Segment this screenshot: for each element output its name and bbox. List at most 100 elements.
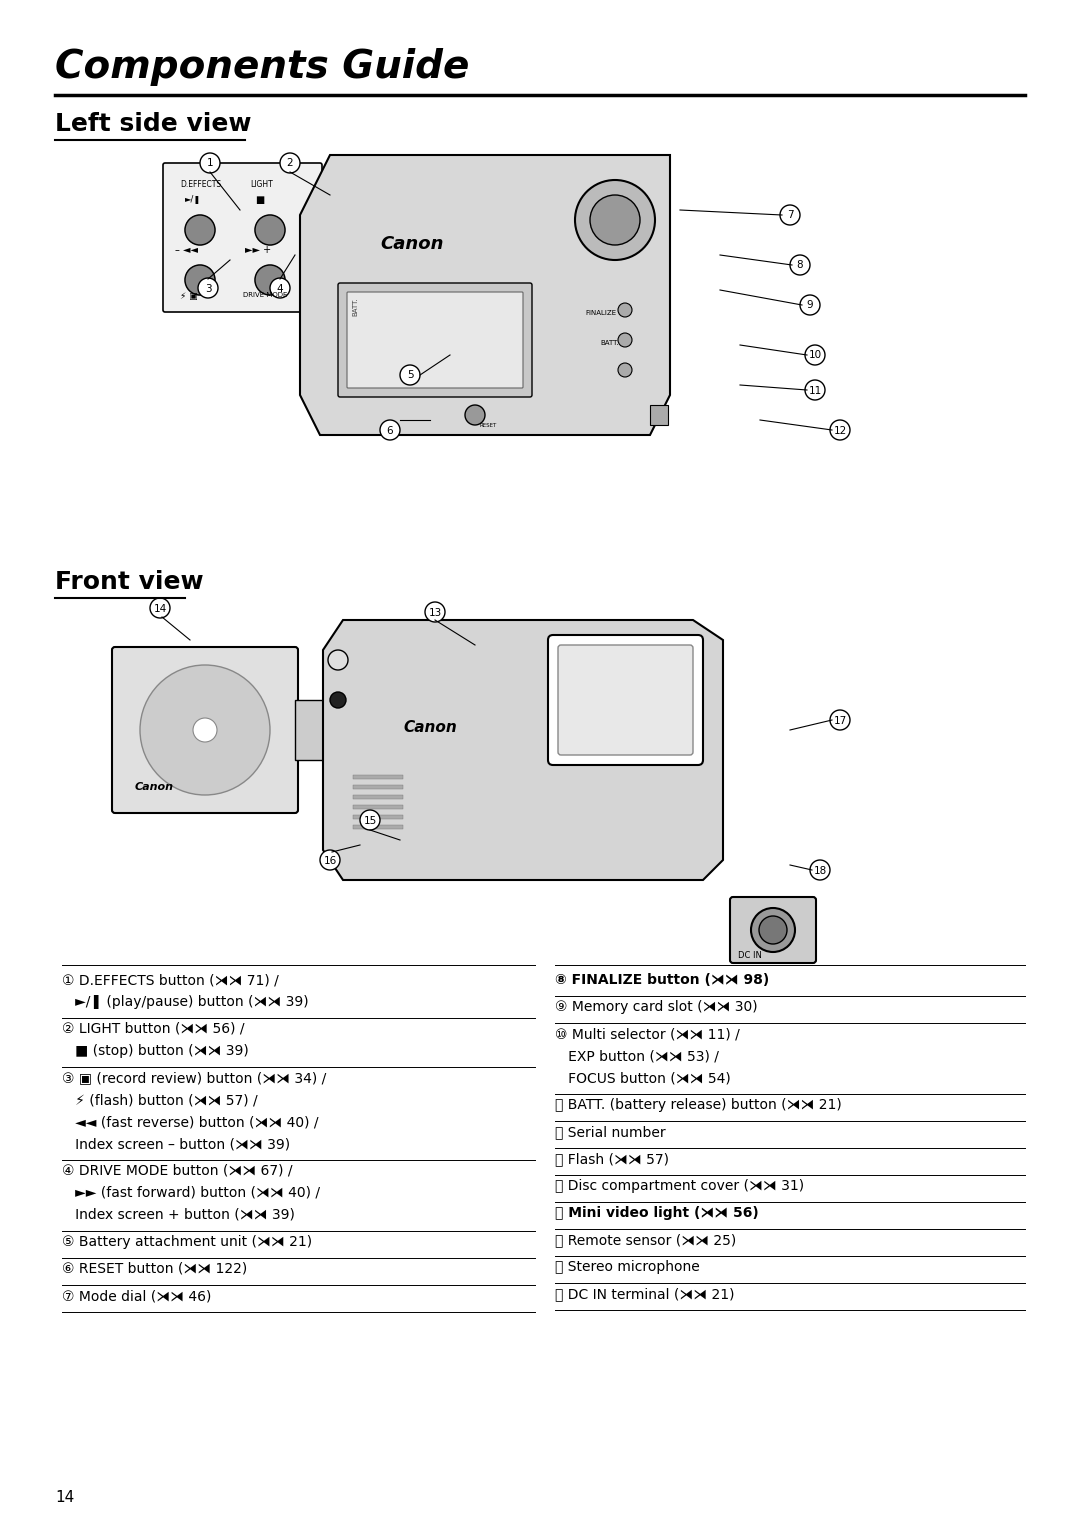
Bar xyxy=(353,825,403,828)
Text: ⚡ (flash) button (⧕⧕ 57) /: ⚡ (flash) button (⧕⧕ 57) / xyxy=(62,1094,258,1108)
Bar xyxy=(353,805,403,808)
Text: 1: 1 xyxy=(206,158,214,169)
Text: 13: 13 xyxy=(429,607,442,618)
Text: ⑯ Remote sensor (⧕⧕ 25): ⑯ Remote sensor (⧕⧕ 25) xyxy=(555,1233,737,1247)
Text: ■: ■ xyxy=(255,195,265,206)
Text: 8: 8 xyxy=(797,261,804,270)
Text: 18: 18 xyxy=(813,865,826,876)
Text: 10: 10 xyxy=(809,350,822,360)
Text: RESET: RESET xyxy=(480,423,497,428)
Circle shape xyxy=(280,153,300,173)
Text: BATT.: BATT. xyxy=(352,298,357,316)
Bar xyxy=(353,795,403,799)
Polygon shape xyxy=(300,155,670,436)
Text: 16: 16 xyxy=(323,856,337,865)
Circle shape xyxy=(810,861,831,881)
Circle shape xyxy=(575,179,654,259)
Text: FOCUS button (⧕⧕ 54): FOCUS button (⧕⧕ 54) xyxy=(555,1071,731,1085)
Text: Index screen + button (⧕⧕ 39): Index screen + button (⧕⧕ 39) xyxy=(62,1207,295,1223)
Text: ⑪ BATT. (battery release) button (⧕⧕ 21): ⑪ BATT. (battery release) button (⧕⧕ 21) xyxy=(555,1098,841,1112)
Text: ⑭ Disc compartment cover (⧕⧕ 31): ⑭ Disc compartment cover (⧕⧕ 31) xyxy=(555,1180,805,1193)
Text: ⑩ Multi selector (⧕⧕ 11) /: ⑩ Multi selector (⧕⧕ 11) / xyxy=(555,1026,740,1042)
FancyBboxPatch shape xyxy=(730,897,816,963)
Circle shape xyxy=(831,710,850,730)
Polygon shape xyxy=(323,620,723,881)
Text: ③ ▣ (record review) button (⧕⧕ 34) /: ③ ▣ (record review) button (⧕⧕ 34) / xyxy=(62,1071,326,1085)
Text: ④ DRIVE MODE button (⧕⧕ 67) /: ④ DRIVE MODE button (⧕⧕ 67) / xyxy=(62,1164,293,1178)
Text: ⑥ RESET button (⧕⧕ 122): ⑥ RESET button (⧕⧕ 122) xyxy=(62,1262,247,1276)
Text: 3: 3 xyxy=(205,284,212,293)
Circle shape xyxy=(270,278,291,298)
Text: 17: 17 xyxy=(834,715,847,726)
Circle shape xyxy=(400,365,420,385)
Bar xyxy=(353,775,403,779)
Text: ② LIGHT button (⧕⧕ 56) /: ② LIGHT button (⧕⧕ 56) / xyxy=(62,1022,244,1035)
Text: 15: 15 xyxy=(363,816,377,825)
Circle shape xyxy=(618,364,632,377)
Text: Canon: Canon xyxy=(403,719,457,735)
FancyBboxPatch shape xyxy=(558,644,693,755)
Text: – ◄◄: – ◄◄ xyxy=(175,245,198,255)
Circle shape xyxy=(185,215,215,245)
Text: ⑬ Flash (⧕⧕ 57): ⑬ Flash (⧕⧕ 57) xyxy=(555,1152,669,1166)
Text: ►/❚: ►/❚ xyxy=(185,195,201,204)
Text: 6: 6 xyxy=(387,425,393,436)
Text: ⑤ Battery attachment unit (⧕⧕ 21): ⑤ Battery attachment unit (⧕⧕ 21) xyxy=(62,1235,312,1249)
Text: LIGHT: LIGHT xyxy=(249,179,273,189)
Text: 14: 14 xyxy=(153,603,166,614)
Circle shape xyxy=(150,598,170,618)
Text: ⑧ FINALIZE button (⧕⧕ 98): ⑧ FINALIZE button (⧕⧕ 98) xyxy=(555,973,769,986)
Text: ⑨ Memory card slot (⧕⧕ 30): ⑨ Memory card slot (⧕⧕ 30) xyxy=(555,1000,758,1014)
Bar xyxy=(353,815,403,819)
Circle shape xyxy=(465,405,485,425)
Circle shape xyxy=(328,650,348,670)
Circle shape xyxy=(805,380,825,400)
Bar xyxy=(650,405,669,425)
Text: ⚡ ▣: ⚡ ▣ xyxy=(180,291,198,301)
Bar xyxy=(353,785,403,788)
Text: ① D.EFFECTS button (⧕⧕ 71) /: ① D.EFFECTS button (⧕⧕ 71) / xyxy=(62,973,279,986)
Text: Left side view: Left side view xyxy=(55,112,252,137)
Circle shape xyxy=(193,718,217,742)
Circle shape xyxy=(780,206,800,225)
Text: ►► (fast forward) button (⧕⧕ 40) /: ►► (fast forward) button (⧕⧕ 40) / xyxy=(62,1186,320,1200)
Text: D.EFFECTS: D.EFFECTS xyxy=(180,179,221,189)
Text: 7: 7 xyxy=(786,210,794,221)
FancyBboxPatch shape xyxy=(112,647,298,813)
Circle shape xyxy=(380,420,400,440)
Circle shape xyxy=(759,916,787,943)
Circle shape xyxy=(618,304,632,318)
Text: ⑮ Mini video light (⧕⧕ 56): ⑮ Mini video light (⧕⧕ 56) xyxy=(555,1206,759,1220)
Text: ►/❚ (play/pause) button (⧕⧕ 39): ►/❚ (play/pause) button (⧕⧕ 39) xyxy=(62,996,309,1009)
Circle shape xyxy=(255,265,285,295)
Text: 9: 9 xyxy=(807,301,813,310)
Text: ◄◄ (fast reverse) button (⧕⧕ 40) /: ◄◄ (fast reverse) button (⧕⧕ 40) / xyxy=(62,1115,319,1129)
Text: FINALIZE: FINALIZE xyxy=(585,310,616,316)
Text: DC IN: DC IN xyxy=(738,951,761,960)
Text: ⑰ Stereo microphone: ⑰ Stereo microphone xyxy=(555,1259,700,1275)
Text: 5: 5 xyxy=(407,371,414,380)
Text: ⑱ DC IN terminal (⧕⧕ 21): ⑱ DC IN terminal (⧕⧕ 21) xyxy=(555,1287,734,1301)
Circle shape xyxy=(200,153,220,173)
Circle shape xyxy=(185,265,215,295)
Text: 11: 11 xyxy=(808,385,822,396)
Circle shape xyxy=(618,333,632,347)
Text: Canon: Canon xyxy=(135,782,174,792)
Text: 4: 4 xyxy=(276,284,283,293)
FancyBboxPatch shape xyxy=(548,635,703,765)
Circle shape xyxy=(805,345,825,365)
FancyBboxPatch shape xyxy=(338,282,532,397)
Text: EXP button (⧕⧕ 53) /: EXP button (⧕⧕ 53) / xyxy=(555,1049,719,1063)
Circle shape xyxy=(198,278,218,298)
Text: BATT.: BATT. xyxy=(600,341,619,347)
Text: Front view: Front view xyxy=(55,571,204,594)
Bar xyxy=(295,700,325,759)
Circle shape xyxy=(140,666,270,795)
Circle shape xyxy=(255,215,285,245)
Circle shape xyxy=(360,810,380,830)
Text: 12: 12 xyxy=(834,425,847,436)
Text: ⑫ Serial number: ⑫ Serial number xyxy=(555,1124,665,1140)
Text: Index screen – button (⧕⧕ 39): Index screen – button (⧕⧕ 39) xyxy=(62,1137,291,1150)
Circle shape xyxy=(800,295,820,314)
Circle shape xyxy=(330,692,346,709)
